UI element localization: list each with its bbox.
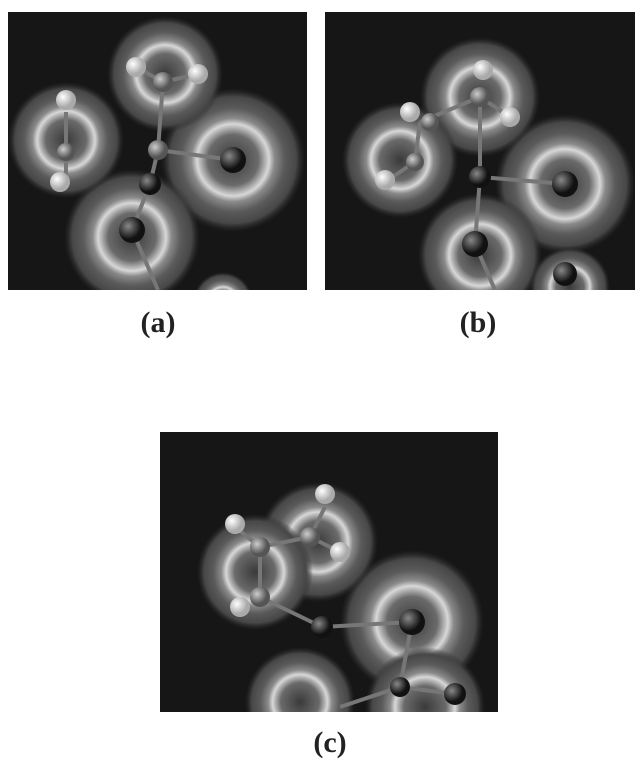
- panel: [160, 432, 498, 767]
- atom: [311, 616, 333, 638]
- atom: [220, 147, 246, 173]
- atom: [300, 527, 320, 547]
- atom: [250, 537, 270, 557]
- panel: [8, 12, 307, 332]
- atom: [330, 542, 350, 562]
- panel-label: (a): [141, 306, 176, 339]
- figure: (a) (b) (c): [0, 0, 639, 769]
- atom: [375, 170, 395, 190]
- atom: [119, 217, 145, 243]
- atom: [230, 597, 250, 617]
- atom: [225, 514, 245, 534]
- atom: [50, 172, 70, 192]
- atom: [462, 231, 488, 257]
- panel: [325, 12, 635, 327]
- atom: [406, 153, 424, 171]
- elf-basin: [530, 247, 610, 327]
- atom: [139, 173, 161, 195]
- atom: [148, 140, 168, 160]
- atom: [400, 102, 420, 122]
- atom: [57, 143, 75, 161]
- atom: [553, 262, 577, 286]
- atom: [552, 171, 578, 197]
- panel-label: (b): [460, 306, 497, 339]
- atom: [315, 484, 335, 504]
- atom: [250, 587, 270, 607]
- atom: [126, 57, 146, 77]
- atom: [444, 683, 466, 705]
- atom: [469, 166, 491, 188]
- atom: [153, 72, 173, 92]
- atom: [421, 113, 439, 131]
- atom: [473, 60, 493, 80]
- elf-basin: [342, 102, 458, 218]
- atom: [188, 64, 208, 84]
- atom: [390, 677, 410, 697]
- panel-label: (c): [313, 726, 346, 759]
- atom: [500, 107, 520, 127]
- atom: [470, 87, 490, 107]
- panels: [8, 12, 635, 767]
- elf-basin: [193, 272, 253, 332]
- elf-basin: [365, 647, 485, 767]
- atom: [399, 609, 425, 635]
- atom: [56, 90, 76, 110]
